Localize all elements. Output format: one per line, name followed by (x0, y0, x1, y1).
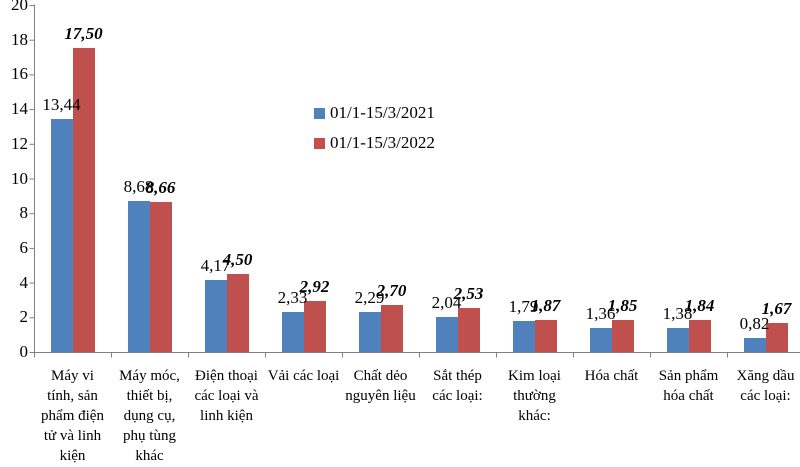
bar-value-label: 8,68 (123, 177, 154, 197)
y-axis-tick-label: 8 (19, 203, 29, 223)
bar-value-label: 2,70 (376, 281, 407, 301)
y-axis-tick-label: 18 (11, 29, 28, 49)
bar-value-label: 1,67 (761, 299, 792, 319)
bar-2022 (611, 319, 634, 352)
bar-value-label: 2,33 (277, 287, 308, 307)
bar-2022 (380, 305, 403, 352)
y-axis-tick-label: 12 (11, 133, 28, 153)
bar-value-label: 4,17 (200, 255, 231, 275)
bar-2022 (226, 273, 249, 352)
bar-value-label: 1,79 (508, 296, 539, 316)
y-axis-tick-label: 2 (19, 307, 29, 327)
y-axis-tick-label: 0 (19, 342, 29, 361)
legend-color-swatch-2022 (314, 137, 325, 149)
bar-value-label: 2,04 (431, 292, 462, 312)
bar-2022 (149, 201, 172, 352)
x-axis-category-label: Vải các loại (267, 368, 340, 384)
x-axis-category-label: Điện thoại các loại và linh kiện (194, 368, 259, 424)
bar-2022 (457, 308, 480, 352)
legend-color-swatch-2021 (314, 107, 325, 119)
x-axis-category-label: Hóa chất (584, 368, 639, 384)
bar-value-label: 0,82 (739, 313, 770, 333)
y-axis-tick-label: 4 (19, 272, 29, 292)
bar-value-label: 1,84 (684, 296, 715, 316)
bar-value-label: 1,85 (607, 295, 638, 315)
bar-value-label: 8,66 (145, 177, 176, 197)
bar-value-label: 1,87 (530, 295, 561, 315)
bar-value-label: 2,53 (453, 284, 484, 304)
x-axis-category-label: Máy vi tính, sản phẩm điện tử và linh ki… (41, 368, 104, 464)
bar-2021 (435, 316, 458, 352)
bar-2021 (358, 312, 381, 352)
bar-value-label: 17,50 (64, 24, 103, 44)
legend-label-2021: 01/1-15/3/2021 (330, 103, 435, 122)
y-axis-tick-label: 10 (11, 168, 28, 188)
x-axis-category-label: Kim loại thường khác: (508, 368, 561, 424)
legend-item-2021: 01/1-15/3/2021 (314, 102, 435, 124)
legend-label-2022: 01/1-15/3/2022 (330, 133, 435, 152)
bar-2021 (50, 118, 73, 352)
bar-value-label: 2,29 (354, 288, 385, 308)
bar-value-label: 4,50 (222, 249, 253, 269)
bar-2022 (765, 323, 788, 352)
bar-2022 (534, 319, 557, 352)
bar-value-label: 1,38 (662, 304, 693, 324)
bar-2022 (72, 48, 95, 352)
x-axis-category-label: Chất dẻo nguyên liệu (345, 368, 416, 404)
bar-value-label: 1,36 (585, 304, 616, 324)
y-axis-tick-label: 14 (11, 99, 28, 119)
x-axis-category-label: Máy móc, thiết bị, dụng cụ, phụ tùng khá… (119, 368, 180, 464)
bar-2021 (281, 311, 304, 352)
bar-2021 (512, 320, 535, 352)
x-axis-category-label: Sản phẩm hóa chất (658, 368, 719, 404)
bar-2021 (666, 328, 689, 352)
bar-2021 (743, 337, 766, 352)
bar-2021 (204, 279, 227, 352)
x-axis-category-label: Xăng dầu các loại: (736, 368, 795, 404)
y-axis-tick-label: 16 (11, 64, 28, 84)
y-axis-tick-label: 20 (11, 0, 28, 14)
x-axis-category-label: Sắt thép các loại: (432, 368, 483, 404)
bar-value-label: 2,92 (299, 277, 330, 297)
bar-2021 (127, 201, 150, 352)
legend-item-2022: 01/1-15/3/2022 (314, 132, 435, 154)
bar-2022 (688, 320, 711, 352)
legend: 01/1-15/3/2021 01/1-15/3/2022 (314, 102, 435, 162)
y-axis-tick-label: 6 (19, 237, 29, 257)
bar-value-label: 13,44 (42, 94, 81, 114)
bar-2021 (589, 328, 612, 352)
bar-2022 (303, 301, 326, 352)
